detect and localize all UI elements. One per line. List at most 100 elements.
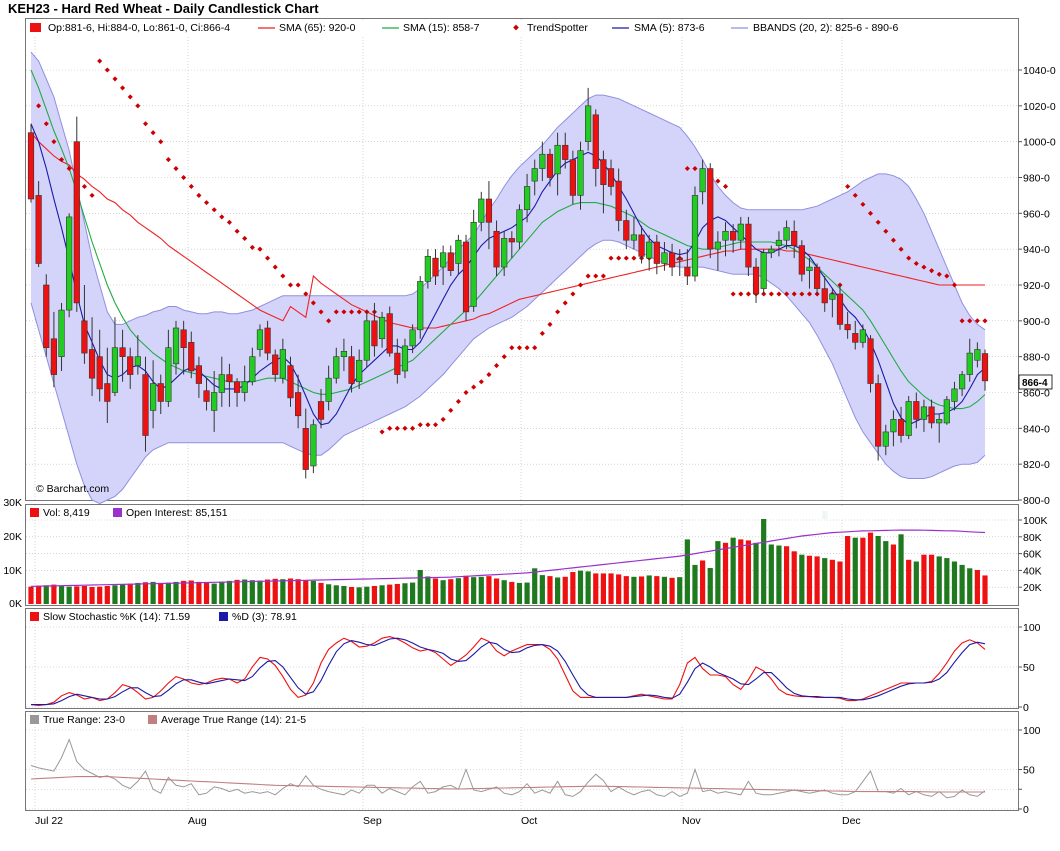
volume-bar <box>509 581 515 604</box>
volume-bar <box>631 576 637 604</box>
legend-sma65: SMA (65): 920-0 <box>279 22 356 34</box>
candle-body <box>424 256 431 282</box>
candle-body <box>653 241 660 264</box>
volume-bar <box>638 576 645 604</box>
candle-body <box>66 216 73 311</box>
trendspotter-marker <box>486 372 492 378</box>
price-tick-label: 920-0 <box>1023 280 1050 292</box>
legend-ohlc: Op:881-6, Hi:884-0, Lo:861-0, Ci:866-4 <box>48 22 230 34</box>
candle-body <box>890 419 897 433</box>
candle-body <box>607 168 615 187</box>
volume-bar <box>608 573 614 604</box>
true-range-tick-label: 0 <box>1023 804 1029 816</box>
candle-body <box>752 266 760 295</box>
volume-bar <box>791 551 797 604</box>
candle-body <box>928 406 935 424</box>
stochastic-k-line <box>30 636 986 706</box>
price-tick-label: 980-0 <box>1023 173 1050 185</box>
candle-body <box>96 356 103 390</box>
trendspotter-marker <box>142 121 149 127</box>
candle-body <box>127 356 134 375</box>
trendspotter-marker <box>784 291 790 297</box>
volume-right-tick-label: 40K <box>1023 565 1042 577</box>
candle-body <box>623 220 630 241</box>
volume-bar <box>36 585 42 604</box>
candle-body <box>417 281 424 331</box>
trendspotter-marker <box>425 422 431 428</box>
trendspotter-marker <box>295 282 301 288</box>
trendspotter-marker <box>539 330 545 336</box>
candle-body <box>569 159 576 196</box>
trendspotter-marker <box>982 318 988 324</box>
volume-bar <box>135 582 141 604</box>
volume-bar <box>226 580 233 604</box>
legend-atr-swatch <box>148 715 157 724</box>
stochastic-legend: Slow Stochastic %K (14): 71.59 %D (3): 7… <box>30 611 297 623</box>
candle-body <box>775 239 783 246</box>
candle-body <box>203 390 210 402</box>
volume-bar <box>730 537 736 604</box>
volume-bar <box>112 585 118 604</box>
volume-bar <box>493 578 500 604</box>
candle-body <box>371 320 378 347</box>
trendspotter-marker <box>455 398 461 405</box>
bollinger-upper-line <box>30 51 986 331</box>
candle-body <box>165 347 172 402</box>
volume-bar <box>852 537 858 604</box>
candle-body <box>58 309 65 357</box>
volume-bar <box>753 542 759 604</box>
candle-body <box>722 230 729 241</box>
volume-bar <box>577 570 584 604</box>
trendspotter-marker <box>58 157 65 163</box>
volume-bar <box>127 583 133 604</box>
legend-stoch-k-swatch <box>30 612 39 621</box>
price-tick-label: 880-0 <box>1023 352 1050 364</box>
trendspotter-marker <box>944 273 950 279</box>
volume-bar <box>616 574 622 604</box>
volume-bar <box>722 542 729 604</box>
trendspotter-marker <box>310 300 316 306</box>
trendspotter-marker <box>623 255 629 261</box>
volume-bar <box>822 558 828 604</box>
candle-body <box>691 195 699 277</box>
stochastic-d-line <box>31 637 986 706</box>
trendspotter-marker <box>608 255 614 261</box>
trendspotter-marker <box>318 309 324 315</box>
volume-left-tick-label: 30K <box>3 497 22 509</box>
candle-body <box>745 223 752 268</box>
price-legend-box <box>27 20 1017 35</box>
volume-bar <box>463 575 469 604</box>
trendspotter-marker <box>432 422 439 428</box>
candlesticks <box>27 87 989 479</box>
trendspotter-marker <box>471 384 477 390</box>
price-tick-label: 1020-0 <box>1023 101 1056 113</box>
candle-body <box>661 252 668 264</box>
volume-bar <box>898 534 904 604</box>
volume-bar <box>539 575 545 604</box>
candle-body <box>172 327 180 365</box>
trendspotter-marker <box>722 183 729 190</box>
candle-body <box>440 252 447 268</box>
candle-body <box>798 245 805 275</box>
candle-body <box>104 383 111 402</box>
candle-body <box>81 320 88 354</box>
candle-body <box>317 401 325 420</box>
volume-bar <box>684 539 690 604</box>
trendspotter-marker <box>845 183 851 190</box>
candle-body <box>386 313 393 354</box>
candle-body <box>638 234 645 257</box>
volume-bar <box>707 567 713 604</box>
volume-bar <box>165 582 171 604</box>
candle-body <box>730 230 737 241</box>
volume-bar <box>516 582 523 604</box>
volume-bar <box>379 585 385 604</box>
true-range-legend: True Range: 23-0 Average True Range (14)… <box>30 714 306 726</box>
price-tick-label: 1000-0 <box>1023 137 1056 149</box>
legend-ohlc-swatch <box>30 23 41 32</box>
volume-bar <box>333 585 339 604</box>
true-range-panel <box>25 711 1019 811</box>
volume-bar <box>768 544 774 604</box>
candle-body <box>913 401 920 420</box>
stochastic-tick-label: 0 <box>1023 702 1029 714</box>
volume-bar <box>310 580 316 604</box>
